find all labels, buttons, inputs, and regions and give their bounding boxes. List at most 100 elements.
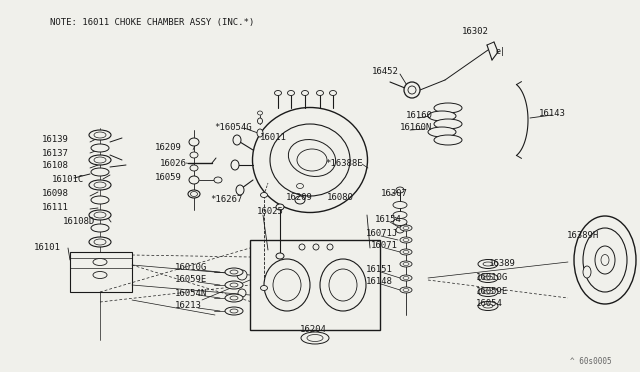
Ellipse shape [225, 307, 243, 315]
Ellipse shape [583, 266, 591, 278]
Ellipse shape [396, 187, 404, 193]
Ellipse shape [428, 111, 456, 121]
Ellipse shape [189, 138, 199, 146]
Text: 16054N: 16054N [175, 289, 207, 298]
Text: 16059E: 16059E [476, 286, 508, 295]
Ellipse shape [93, 272, 107, 279]
Ellipse shape [257, 129, 263, 137]
Ellipse shape [400, 249, 412, 255]
Ellipse shape [483, 304, 493, 308]
Ellipse shape [289, 140, 335, 176]
Ellipse shape [307, 334, 323, 341]
Ellipse shape [273, 269, 301, 301]
Text: 16139: 16139 [42, 135, 69, 144]
Ellipse shape [403, 227, 409, 230]
Ellipse shape [190, 165, 198, 171]
Text: 16154: 16154 [375, 215, 402, 224]
Text: e|: e| [496, 48, 506, 57]
Text: 16151: 16151 [366, 266, 393, 275]
Ellipse shape [313, 244, 319, 250]
Ellipse shape [189, 176, 199, 184]
Text: 16098: 16098 [42, 189, 69, 199]
Text: 16143: 16143 [539, 109, 566, 119]
Ellipse shape [403, 263, 409, 266]
Ellipse shape [94, 212, 106, 218]
Ellipse shape [434, 119, 462, 129]
Ellipse shape [403, 238, 409, 241]
Ellipse shape [595, 246, 615, 274]
Bar [250, 240, 380, 330]
Ellipse shape [428, 127, 456, 137]
Ellipse shape [91, 168, 109, 176]
Ellipse shape [230, 309, 238, 313]
Text: 16101: 16101 [34, 244, 61, 253]
Ellipse shape [296, 183, 303, 189]
Ellipse shape [317, 90, 323, 96]
Ellipse shape [403, 250, 409, 253]
Ellipse shape [483, 276, 493, 280]
Ellipse shape [393, 202, 407, 208]
Ellipse shape [89, 237, 111, 247]
Ellipse shape [91, 196, 109, 204]
Ellipse shape [94, 239, 106, 245]
Ellipse shape [287, 90, 294, 96]
Ellipse shape [257, 118, 262, 124]
Ellipse shape [191, 192, 198, 196]
Text: 16213: 16213 [175, 301, 202, 311]
Ellipse shape [403, 276, 409, 279]
Ellipse shape [393, 218, 407, 225]
Ellipse shape [230, 296, 238, 300]
Ellipse shape [94, 157, 106, 163]
Ellipse shape [257, 111, 262, 115]
Ellipse shape [233, 135, 241, 145]
Text: 16209: 16209 [286, 193, 313, 202]
Text: 16307: 16307 [381, 189, 408, 198]
Text: 16026: 16026 [160, 158, 187, 167]
Ellipse shape [329, 269, 357, 301]
Text: 16108: 16108 [42, 161, 69, 170]
Ellipse shape [297, 149, 327, 171]
Ellipse shape [94, 182, 106, 188]
Ellipse shape [483, 290, 493, 294]
Ellipse shape [400, 237, 412, 243]
Ellipse shape [330, 90, 337, 96]
Text: 16080: 16080 [327, 193, 354, 202]
Ellipse shape [260, 192, 268, 198]
Text: 16204: 16204 [300, 326, 327, 334]
Ellipse shape [478, 288, 498, 296]
Text: 16452: 16452 [372, 67, 399, 77]
Ellipse shape [230, 283, 238, 287]
Text: NOTE: 16011 CHOKE CHAMBER ASSY (INC.*): NOTE: 16011 CHOKE CHAMBER ASSY (INC.*) [50, 17, 254, 26]
Ellipse shape [478, 301, 498, 311]
Ellipse shape [253, 108, 367, 212]
Text: 16160: 16160 [406, 110, 433, 119]
Ellipse shape [190, 152, 198, 158]
Ellipse shape [400, 287, 412, 293]
Text: 16302: 16302 [462, 28, 489, 36]
Ellipse shape [393, 212, 407, 218]
Ellipse shape [237, 270, 247, 280]
Ellipse shape [89, 155, 111, 165]
Ellipse shape [276, 253, 284, 259]
Text: 16059E: 16059E [175, 276, 207, 285]
Text: 16111: 16111 [42, 203, 69, 212]
Ellipse shape [89, 180, 111, 190]
Text: 16011: 16011 [260, 134, 287, 142]
Ellipse shape [214, 177, 222, 183]
Ellipse shape [400, 225, 412, 231]
Ellipse shape [601, 254, 609, 266]
Text: 16160N: 16160N [400, 122, 432, 131]
Ellipse shape [225, 268, 243, 276]
Ellipse shape [320, 259, 366, 311]
Ellipse shape [91, 144, 109, 152]
Text: 16025: 16025 [257, 206, 284, 215]
Ellipse shape [301, 332, 329, 344]
Ellipse shape [89, 210, 111, 220]
Ellipse shape [400, 261, 412, 267]
Text: ^ 60s0005: ^ 60s0005 [570, 357, 612, 366]
Ellipse shape [299, 244, 305, 250]
Text: 16071J: 16071J [366, 230, 398, 238]
Ellipse shape [327, 244, 333, 250]
Text: *16267: *16267 [210, 196, 243, 205]
Ellipse shape [188, 190, 200, 198]
